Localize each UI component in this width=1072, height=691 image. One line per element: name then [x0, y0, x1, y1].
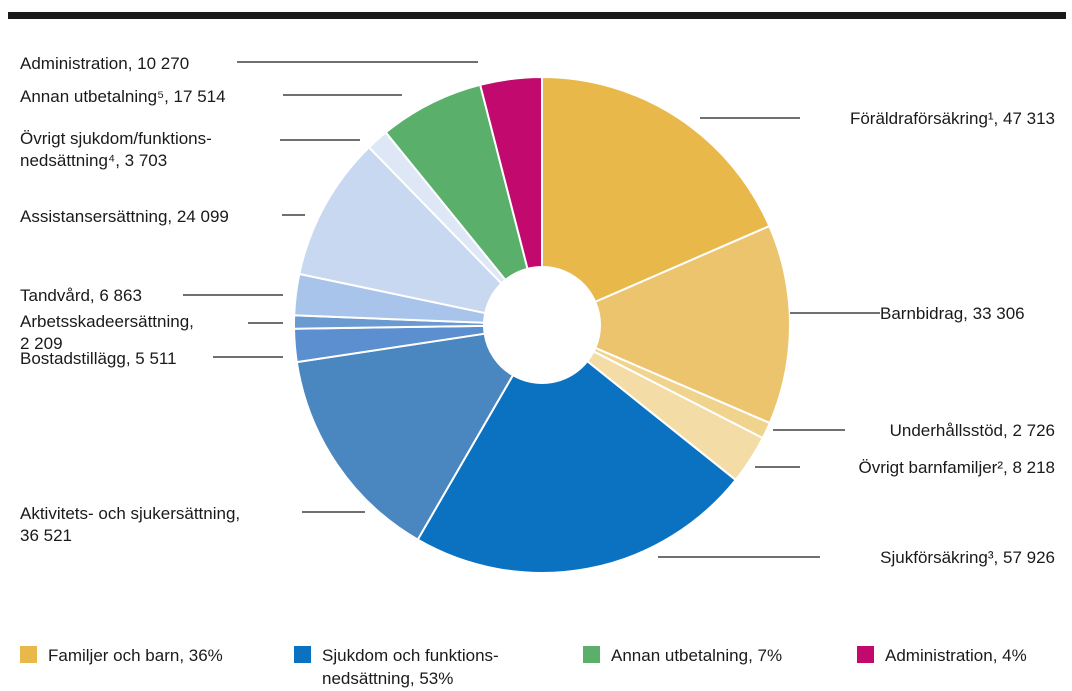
segment-label: Arbetsskadeersättning, [20, 312, 194, 331]
segment-label: Bostadstillägg, 5 511 [20, 349, 177, 368]
legend-swatch [294, 646, 311, 663]
segment-label: Sjukförsäkring³, 57 926 [880, 548, 1055, 567]
segment-label: Annan utbetalning⁵, 17 514 [20, 87, 226, 106]
segment-label: Assistansersättning, 24 099 [20, 207, 229, 226]
donut-segment [478, 75, 543, 271]
segment-label: 2 209 [20, 334, 63, 353]
donut-segment [298, 145, 503, 315]
donut-segment [416, 359, 738, 574]
segment-label: Underhållsstöd, 2 726 [890, 421, 1055, 440]
segment-label: Aktivitets- och sjukersättning, [20, 504, 240, 523]
legend-swatch [583, 646, 600, 663]
legend-label: Familjer och barn, 36% [48, 646, 223, 665]
donut-segment [295, 332, 515, 541]
segment-label: Övrigt sjukdom/funktions- [20, 129, 212, 148]
donut-segment [541, 75, 771, 304]
segment-label: nedsättning⁴, 3 703 [20, 151, 167, 170]
top-rule [8, 12, 1066, 19]
segment-label: Föräldraförsäkring¹, 47 313 [850, 109, 1055, 128]
segment-label: Tandvård, 6 863 [20, 286, 142, 305]
donut-segment [593, 224, 791, 425]
segment-label: 36 521 [20, 526, 72, 545]
legend-label: Annan utbetalning, 7% [611, 646, 782, 665]
legend-label: Sjukdom och funktions- [322, 646, 499, 665]
legend-label: nedsättning, 53% [322, 669, 453, 688]
legend-swatch [20, 646, 37, 663]
legend-label: Administration, 4% [885, 646, 1027, 665]
segment-label: Övrigt barnfamiljer², 8 218 [858, 458, 1055, 477]
segment-label: Administration, 10 270 [20, 54, 189, 73]
segment-label: Barnbidrag, 33 306 [880, 304, 1025, 323]
legend-swatch [857, 646, 874, 663]
